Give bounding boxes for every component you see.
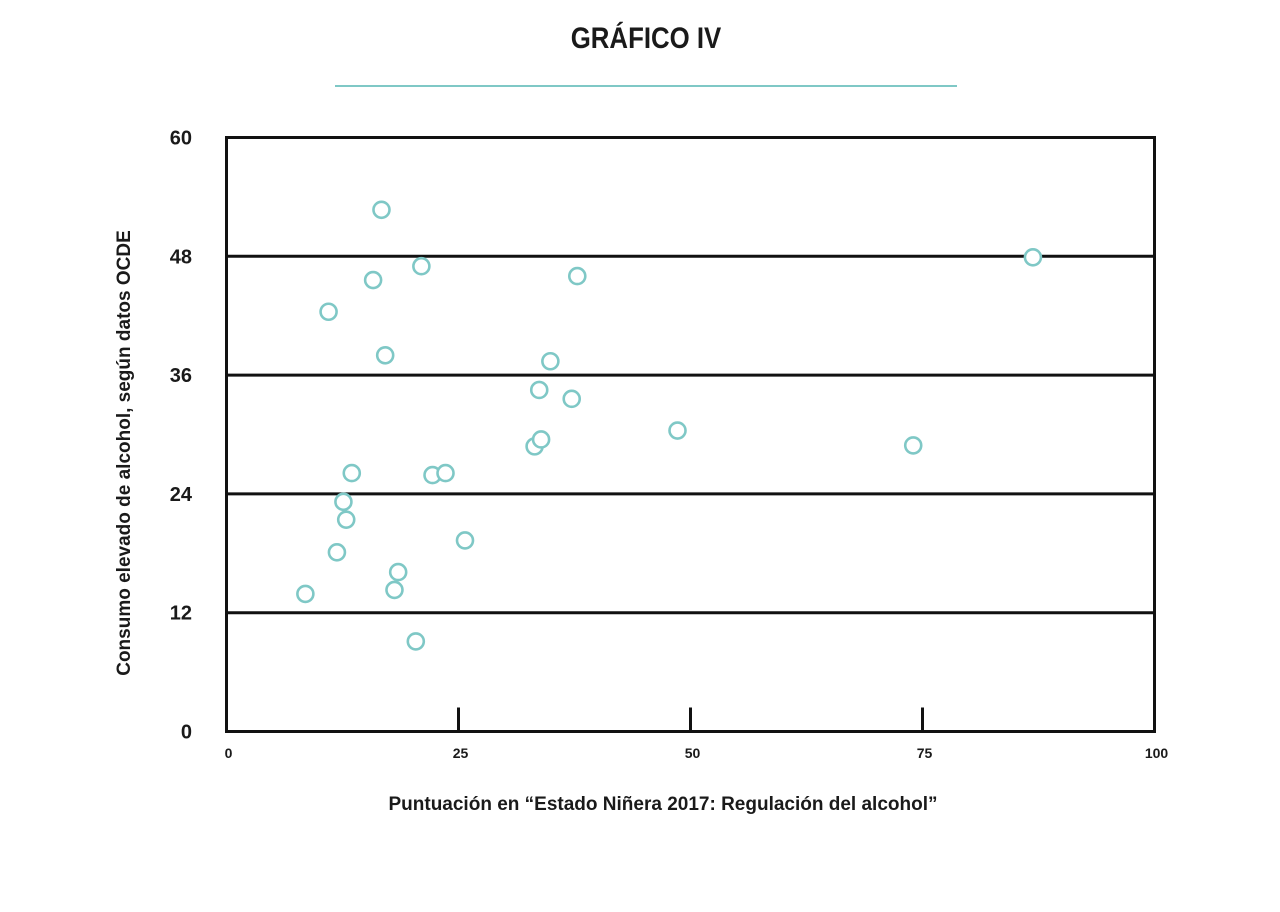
data-point (342, 463, 362, 483)
data-point (529, 380, 549, 400)
grid-lines (226, 254, 1155, 615)
x-axis-ticks (457, 707, 924, 732)
data-point (903, 436, 923, 455)
data-point (455, 531, 475, 550)
data-point (562, 389, 582, 409)
data-point (531, 430, 551, 449)
y-tick-label: 0 (181, 722, 192, 744)
data-point (334, 492, 353, 512)
y-axis-title: Consumo elevado de alcohol, según datos … (114, 230, 135, 676)
y-tick-label: 48 (170, 246, 192, 268)
data-point (1023, 247, 1043, 267)
x-tick-label: 75 (917, 745, 933, 761)
data-point (319, 302, 338, 322)
y-tick-label: 12 (170, 603, 192, 625)
data-point (327, 543, 347, 562)
data-point (336, 510, 356, 529)
data-point (388, 562, 408, 582)
x-tick-label: 100 (1145, 745, 1169, 761)
x-tick-label: 0 (225, 745, 233, 761)
data-point (412, 256, 431, 276)
data-point (363, 270, 383, 290)
data-point (668, 421, 687, 440)
y-tick-label: 36 (170, 365, 192, 387)
data-point (375, 345, 395, 365)
data-point (296, 584, 315, 604)
data-point (436, 463, 455, 483)
x-axis-tick-labels: 0 25 50 75 100 (225, 745, 1169, 761)
data-point (567, 266, 587, 286)
y-axis-tick-labels: 0 12 24 36 48 60 (170, 128, 193, 744)
data-point (385, 580, 404, 600)
x-tick-label: 50 (685, 745, 701, 761)
plot-frame (225, 136, 1156, 733)
x-axis-title: Puntuación en “Estado Niñera 2017: Regul… (388, 794, 937, 815)
chart-title: GRÁFICO IV (570, 22, 722, 55)
x-tick-label: 25 (453, 745, 469, 761)
y-tick-label: 24 (170, 484, 193, 506)
data-point (541, 351, 560, 371)
data-point (372, 200, 391, 220)
y-tick-label: 60 (170, 128, 192, 150)
data-points (296, 200, 1043, 651)
title-underline (335, 85, 957, 87)
data-point (406, 632, 426, 651)
